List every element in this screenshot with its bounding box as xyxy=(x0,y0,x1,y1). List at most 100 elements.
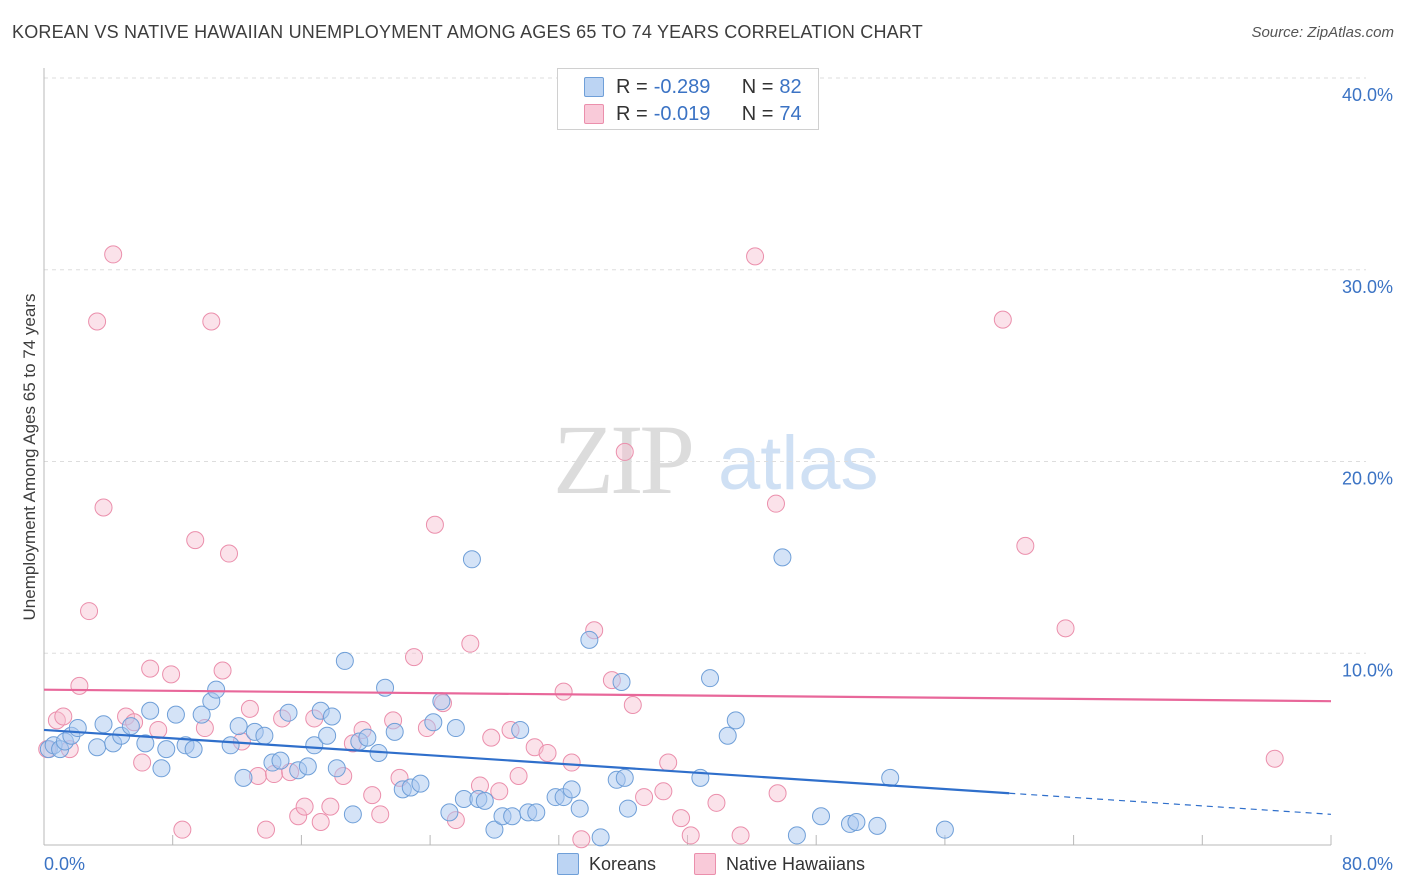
korean-point xyxy=(570,799,589,818)
hawaiians-legend-label: Native Hawaiians xyxy=(726,853,866,874)
x-tick-label-max: 80.0% xyxy=(1342,854,1393,874)
korean-point xyxy=(184,740,203,759)
hawaiian-point xyxy=(104,245,123,264)
hawaiian-n-label: N = xyxy=(741,102,774,125)
korean-point xyxy=(305,736,324,755)
korean-point xyxy=(327,759,346,778)
x-tick-label-min: 0.0% xyxy=(44,854,85,874)
hawaiian-point xyxy=(1016,536,1035,555)
korean-trend-extension xyxy=(1009,792,1332,815)
hawaiian-point xyxy=(257,820,276,839)
legend-item-koreans[interactable]: Koreans xyxy=(557,852,656,876)
korean-point xyxy=(234,768,253,787)
korean-point xyxy=(166,705,185,724)
hawaiian-n-value: 74 xyxy=(779,102,802,125)
hawaiian-r-value: -0.019 xyxy=(653,102,711,125)
hawaiian-point xyxy=(321,797,340,816)
source-credit: Source: ZipAtlas.com xyxy=(1251,24,1394,41)
hawaiian-point xyxy=(162,665,181,684)
hawaiian-point xyxy=(572,830,591,849)
hawaiian-point xyxy=(509,766,528,785)
hawaiians-swatch xyxy=(694,853,716,875)
korean-point xyxy=(935,820,954,839)
legend-item-native-hawaiians[interactable]: Native Hawaiians xyxy=(694,852,865,876)
korean-legend-swatch xyxy=(584,77,604,97)
hawaiian-point xyxy=(173,820,192,839)
korean-point xyxy=(385,722,404,741)
hawaiian-point xyxy=(311,812,330,831)
korean-point xyxy=(868,816,887,835)
hawaiian-point xyxy=(94,498,113,517)
hawaiian-point xyxy=(295,797,314,816)
korean-point xyxy=(141,701,160,720)
hawaiian-point xyxy=(371,805,390,824)
hawaiian-point xyxy=(80,602,99,621)
hawaiian-legend-row: R = -0.019 N = 74 xyxy=(616,102,802,126)
korean-point xyxy=(424,713,443,732)
korean-point xyxy=(255,726,274,745)
korean-point xyxy=(94,715,113,734)
hawaiian-point xyxy=(70,676,89,695)
grid-lines xyxy=(44,77,1366,654)
korean-point xyxy=(432,692,451,711)
korean-point xyxy=(812,807,831,826)
hawaiian-point xyxy=(1265,749,1284,768)
hawaiian-point xyxy=(681,826,700,845)
watermark-atlas: atlas xyxy=(718,421,879,506)
korean-point xyxy=(411,774,430,793)
hawaiian-point xyxy=(202,312,221,331)
hawaiian-point xyxy=(766,494,785,513)
korean-point xyxy=(615,768,634,787)
hawaiian-point xyxy=(141,659,160,678)
korean-point xyxy=(271,751,290,770)
korean-point xyxy=(152,759,171,778)
korean-point xyxy=(207,680,226,699)
korean-point xyxy=(881,768,900,787)
hawaiian-point xyxy=(490,782,509,801)
korean-point xyxy=(136,734,155,753)
hawaiian-point xyxy=(538,743,557,762)
hawaiian-point xyxy=(425,515,444,534)
korean-point xyxy=(485,820,504,839)
korean-point xyxy=(446,719,465,738)
hawaiian-point xyxy=(562,753,581,772)
korean-points xyxy=(39,548,954,847)
korean-point xyxy=(343,805,362,824)
hawaiian-point xyxy=(88,312,107,331)
hawaiian-point xyxy=(149,720,168,739)
hawaiian-r-label: R = xyxy=(616,102,648,125)
korean-point xyxy=(591,828,610,847)
hawaiian-point xyxy=(623,696,642,715)
hawaiian-legend-swatch xyxy=(584,104,604,124)
hawaiian-point xyxy=(554,682,573,701)
hawaiian-point xyxy=(220,544,239,563)
hawaiian-point xyxy=(707,793,726,812)
y-tick-label: 40.0% xyxy=(1342,85,1393,105)
korean-n-label: N = xyxy=(741,75,774,98)
hawaiian-trend-line xyxy=(43,688,1332,703)
korean-point xyxy=(318,726,337,745)
hawaiian-point xyxy=(993,310,1012,329)
korean-point xyxy=(726,711,745,730)
korean-point xyxy=(475,791,494,810)
korean-point xyxy=(68,719,87,738)
korean-point xyxy=(718,726,737,745)
korean-point xyxy=(322,707,341,726)
korean-point xyxy=(88,738,107,757)
hawaiian-point xyxy=(133,753,152,772)
trend-lines xyxy=(43,688,1332,815)
korean-point xyxy=(121,717,140,736)
korean-point xyxy=(527,803,546,822)
korean-r-value: -0.289 xyxy=(653,75,711,98)
hawaiian-point xyxy=(213,661,232,680)
korean-point xyxy=(511,720,530,739)
korean-point xyxy=(773,548,792,567)
hawaiian-point xyxy=(672,809,691,828)
koreans-legend-label: Koreans xyxy=(589,853,657,874)
hawaiian-point xyxy=(731,826,750,845)
koreans-swatch xyxy=(557,853,579,875)
korean-point xyxy=(787,826,806,845)
korean-trend-line xyxy=(43,728,1010,795)
korean-point xyxy=(701,669,720,688)
